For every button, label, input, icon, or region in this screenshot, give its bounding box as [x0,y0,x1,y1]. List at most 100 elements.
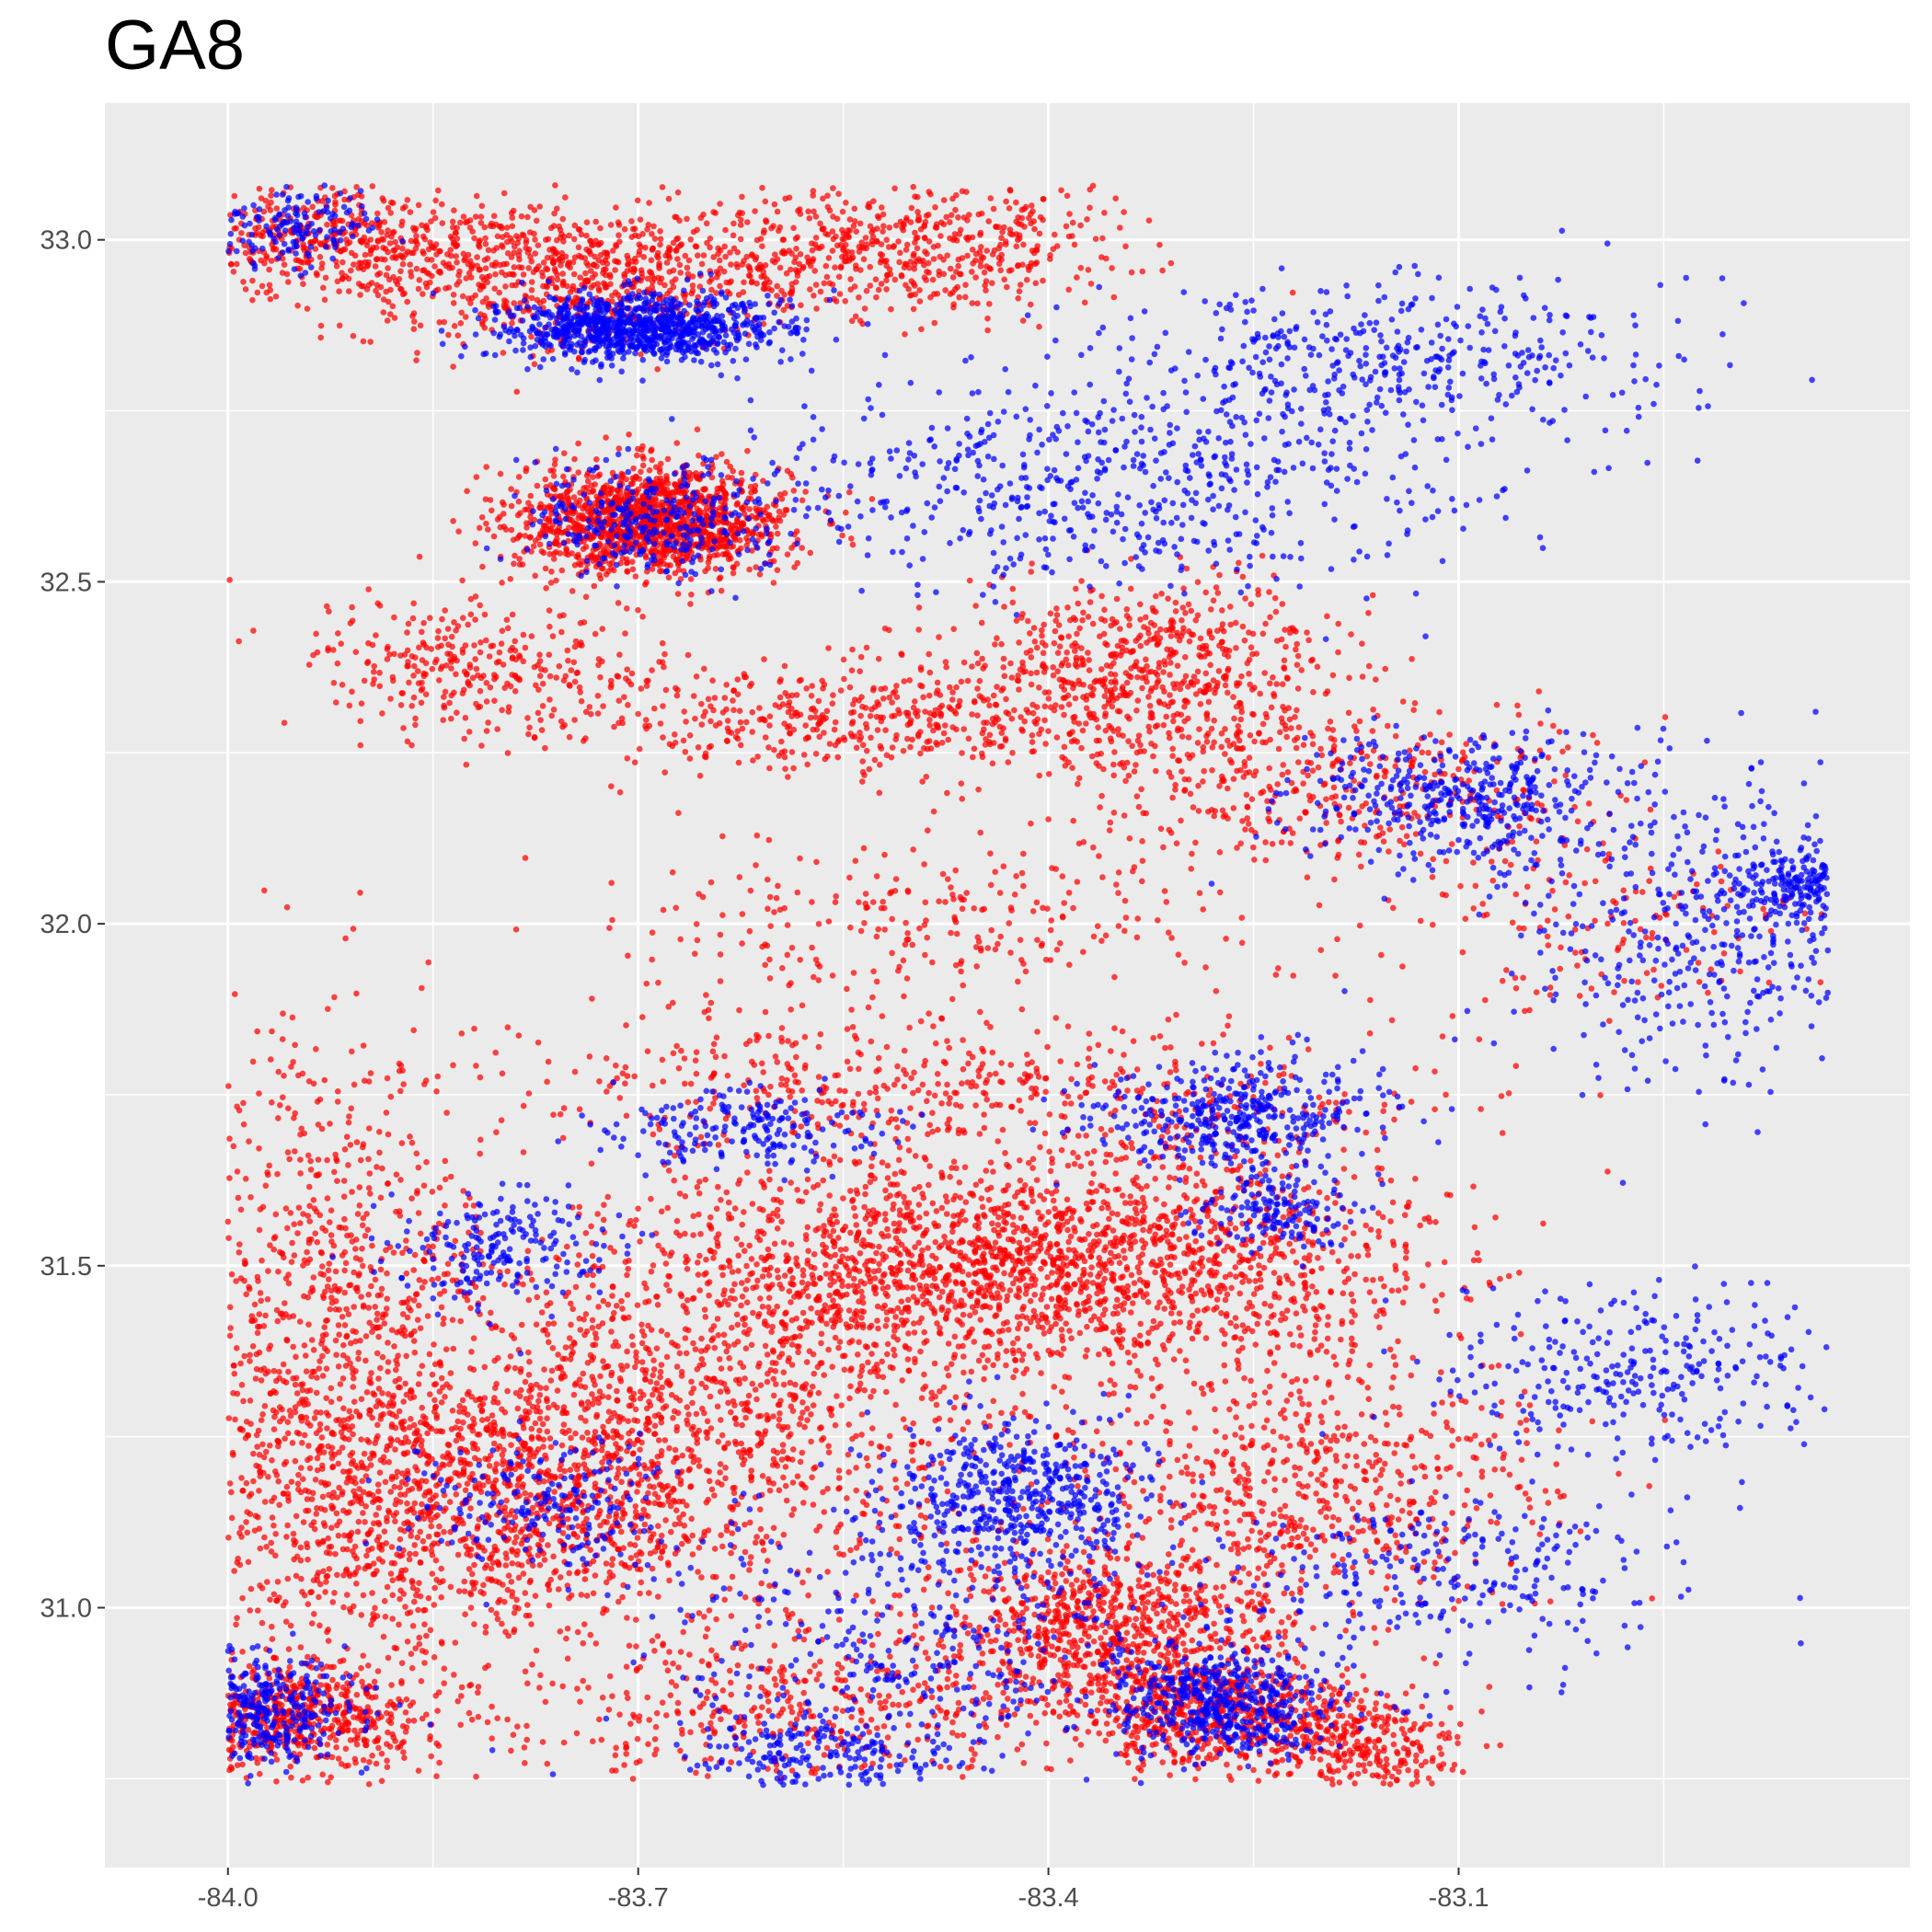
data-point [1018,214,1026,222]
data-point [1208,606,1214,613]
data-point [815,1225,822,1232]
data-point [724,474,731,481]
data-point [987,195,995,201]
data-point [1087,599,1094,605]
data-point [1166,653,1173,661]
data-point [357,742,364,749]
data-point [1074,643,1080,650]
data-point [1002,238,1009,245]
data-point [872,276,880,283]
data-point [427,615,433,621]
data-point [494,726,500,732]
data-point [984,315,991,322]
data-point [538,727,546,733]
data-point [908,204,915,212]
data-point [1008,674,1016,681]
data-point [846,684,854,691]
data-point [654,253,661,259]
data-point [1054,650,1062,656]
data-point [1083,696,1090,703]
data-point [943,663,949,671]
data-point [1188,607,1194,615]
data-point [385,643,391,650]
data-point [766,713,774,719]
data-point [868,237,876,245]
data-point [547,525,554,532]
data-point [723,279,730,286]
data-point [548,569,555,575]
data-point [926,722,933,729]
data-point [546,651,553,658]
data-point [689,282,696,289]
data-point [300,241,306,248]
data-point [592,218,599,225]
data-point [376,683,384,690]
data-point [592,630,599,638]
data-point [607,222,615,228]
data-point [553,540,560,546]
data-point [623,476,629,483]
data-point [338,640,345,647]
data-point [628,234,636,240]
data-point [860,256,868,263]
data-point [1040,196,1047,202]
data-point [1118,638,1125,644]
data-point [824,192,831,199]
data-point [481,611,489,618]
data-point [486,653,493,660]
data-point [1237,716,1244,723]
data-point [1288,725,1294,731]
data-point [1160,669,1167,675]
data-point [1305,637,1312,644]
data-point [1264,1319,1271,1327]
data-point [1253,650,1260,657]
data-point [837,264,845,271]
data-point [849,541,857,548]
data-point [707,235,714,242]
data-point [492,270,499,278]
data-point [690,228,697,236]
data-point [815,720,822,728]
data-point [839,236,845,243]
data-point [661,546,669,553]
data-point [410,600,418,607]
data-point [785,774,791,780]
data-point [703,505,710,512]
data-point [695,252,701,259]
data-point [483,637,489,644]
data-point [543,585,549,592]
data-point [371,676,378,683]
data-point [1294,652,1302,660]
data-point [912,282,918,289]
data-point [624,569,631,575]
data-point [1056,643,1064,650]
data-point [761,716,767,723]
data-point [1016,1347,1022,1354]
data-point [977,232,983,238]
data-point [1219,621,1226,627]
data-point [1219,607,1225,614]
data-point [659,184,666,190]
data-point [437,268,443,275]
data-point [730,467,736,475]
data-point [910,252,917,259]
data-point [900,1284,906,1291]
data-point [974,660,982,667]
data-point [788,285,796,293]
data-point [638,468,644,476]
data-point [387,696,394,702]
data-point [1133,638,1139,644]
data-point [1028,654,1035,661]
data-point [1234,680,1240,686]
data-point [546,696,553,703]
data-point [746,506,753,512]
data-point [875,286,882,293]
data-point [660,734,666,741]
data-point [969,269,975,275]
data-point [414,350,420,356]
data-point [638,351,644,358]
data-point [876,789,883,797]
data-point [966,212,972,218]
data-point [1154,722,1161,729]
data-point [1170,712,1178,719]
